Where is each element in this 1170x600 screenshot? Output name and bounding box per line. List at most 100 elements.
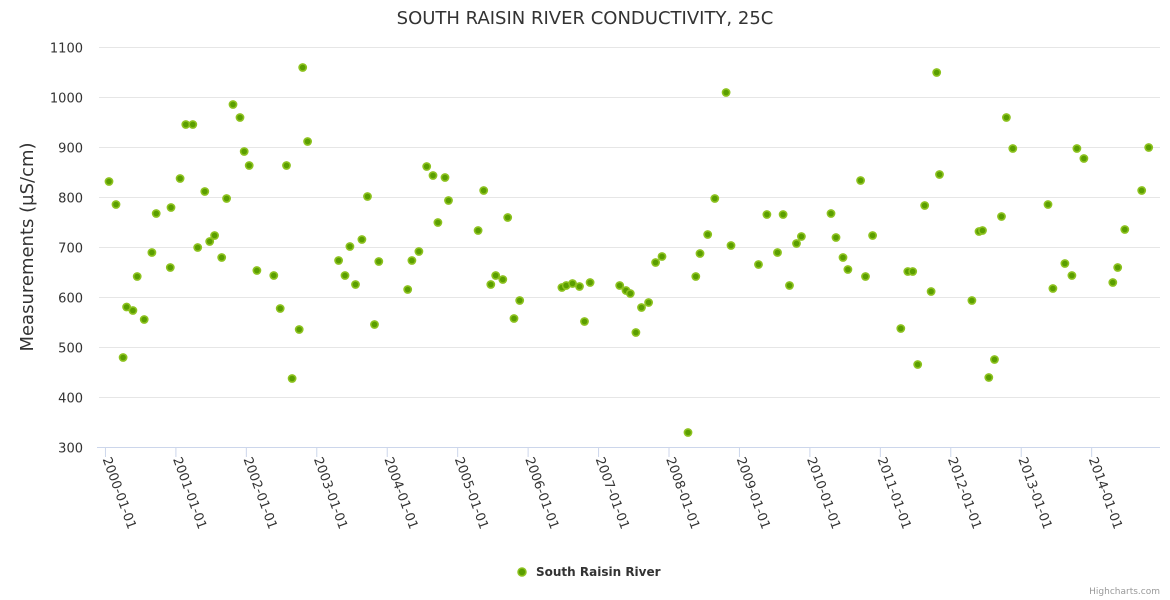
data-point[interactable] bbox=[414, 247, 424, 256]
data-point[interactable] bbox=[1002, 113, 1011, 122]
data-point[interactable] bbox=[575, 282, 584, 291]
series-south-raisin-river[interactable] bbox=[104, 63, 1154, 437]
data-point[interactable] bbox=[363, 192, 372, 201]
data-point[interactable] bbox=[926, 287, 936, 296]
data-point[interactable] bbox=[967, 296, 977, 305]
data-point[interactable] bbox=[826, 209, 836, 218]
data-point[interactable] bbox=[486, 280, 496, 289]
data-point[interactable] bbox=[615, 281, 625, 290]
data-point[interactable] bbox=[298, 63, 308, 72]
data-point[interactable] bbox=[908, 267, 918, 276]
data-point[interactable] bbox=[856, 176, 865, 185]
data-point[interactable] bbox=[773, 248, 782, 257]
data-point[interactable] bbox=[778, 210, 788, 219]
data-point[interactable] bbox=[861, 272, 870, 281]
data-point[interactable] bbox=[151, 209, 161, 218]
data-point[interactable] bbox=[287, 374, 297, 383]
data-point[interactable] bbox=[754, 260, 763, 269]
data-point[interactable] bbox=[657, 252, 667, 261]
data-point[interactable] bbox=[1072, 144, 1082, 153]
credits-link[interactable]: Highcharts.com bbox=[1089, 587, 1160, 597]
data-point[interactable] bbox=[269, 271, 279, 280]
data-point[interactable] bbox=[111, 200, 121, 209]
data-point[interactable] bbox=[1120, 225, 1130, 234]
data-point[interactable] bbox=[585, 278, 595, 287]
data-point[interactable] bbox=[1137, 186, 1147, 195]
data-point[interactable] bbox=[252, 266, 262, 275]
data-point[interactable] bbox=[188, 120, 198, 129]
data-point[interactable] bbox=[433, 218, 443, 227]
data-point[interactable] bbox=[651, 258, 660, 267]
data-point[interactable] bbox=[217, 253, 227, 262]
data-point[interactable] bbox=[997, 212, 1006, 221]
data-point[interactable] bbox=[843, 265, 853, 274]
data-point[interactable] bbox=[165, 263, 175, 272]
data-point[interactable] bbox=[695, 249, 705, 258]
data-point[interactable] bbox=[340, 271, 350, 280]
data-point[interactable] bbox=[515, 296, 525, 305]
data-point[interactable] bbox=[568, 279, 577, 288]
data-point[interactable] bbox=[407, 256, 417, 265]
data-point[interactable] bbox=[838, 253, 848, 262]
data-point[interactable] bbox=[710, 194, 720, 203]
data-point[interactable] bbox=[205, 237, 215, 246]
data-point[interactable] bbox=[1108, 278, 1118, 287]
data-point[interactable] bbox=[104, 177, 114, 186]
data-point[interactable] bbox=[181, 120, 191, 129]
data-point[interactable] bbox=[631, 328, 641, 337]
data-point[interactable] bbox=[139, 315, 149, 324]
data-point[interactable] bbox=[282, 161, 291, 170]
data-point[interactable] bbox=[978, 226, 987, 235]
data-point[interactable] bbox=[118, 353, 128, 362]
data-point[interactable] bbox=[357, 235, 367, 244]
data-point[interactable] bbox=[1008, 144, 1018, 153]
data-point[interactable] bbox=[691, 272, 701, 281]
data-point[interactable] bbox=[762, 210, 772, 219]
data-point[interactable] bbox=[1060, 259, 1070, 268]
data-point[interactable] bbox=[193, 243, 203, 252]
data-point[interactable] bbox=[503, 213, 513, 222]
legend-label[interactable]: South Raisin River bbox=[536, 565, 661, 579]
data-point[interactable] bbox=[920, 201, 930, 210]
data-point[interactable] bbox=[334, 256, 343, 265]
data-point[interactable] bbox=[913, 360, 923, 369]
data-point[interactable] bbox=[422, 162, 432, 171]
data-point[interactable] bbox=[1067, 271, 1077, 280]
data-point[interactable] bbox=[428, 171, 438, 180]
data-point[interactable] bbox=[932, 68, 942, 77]
data-point[interactable] bbox=[239, 147, 249, 156]
data-point[interactable] bbox=[479, 186, 489, 195]
data-point[interactable] bbox=[580, 317, 589, 326]
data-point[interactable] bbox=[303, 137, 312, 146]
data-point[interactable] bbox=[625, 289, 635, 298]
data-point[interactable] bbox=[785, 281, 794, 290]
legend-item-south-raisin-river[interactable]: South Raisin River bbox=[517, 565, 661, 579]
data-point[interactable] bbox=[797, 232, 806, 241]
data-point[interactable] bbox=[1113, 263, 1123, 272]
data-point[interactable] bbox=[868, 231, 877, 240]
data-point[interactable] bbox=[721, 88, 731, 97]
data-point[interactable] bbox=[703, 230, 713, 239]
data-point[interactable] bbox=[444, 196, 453, 205]
data-point[interactable] bbox=[1048, 284, 1058, 293]
data-point[interactable] bbox=[345, 242, 355, 251]
data-point[interactable] bbox=[498, 275, 508, 284]
data-point[interactable] bbox=[896, 324, 906, 333]
data-point[interactable] bbox=[128, 306, 138, 315]
data-point[interactable] bbox=[210, 231, 219, 240]
data-point[interactable] bbox=[491, 271, 501, 280]
data-point[interactable] bbox=[473, 226, 483, 235]
data-point[interactable] bbox=[792, 239, 801, 248]
data-point[interactable] bbox=[440, 173, 450, 182]
data-point[interactable] bbox=[132, 272, 142, 281]
data-point[interactable] bbox=[990, 355, 999, 364]
data-point[interactable] bbox=[374, 257, 384, 266]
data-point[interactable] bbox=[644, 298, 653, 307]
data-point[interactable] bbox=[294, 325, 304, 334]
data-point[interactable] bbox=[147, 248, 157, 257]
data-point[interactable] bbox=[984, 373, 994, 382]
data-point[interactable] bbox=[244, 161, 254, 170]
data-point[interactable] bbox=[726, 241, 736, 250]
data-point[interactable] bbox=[222, 194, 231, 203]
data-point[interactable] bbox=[166, 203, 176, 212]
